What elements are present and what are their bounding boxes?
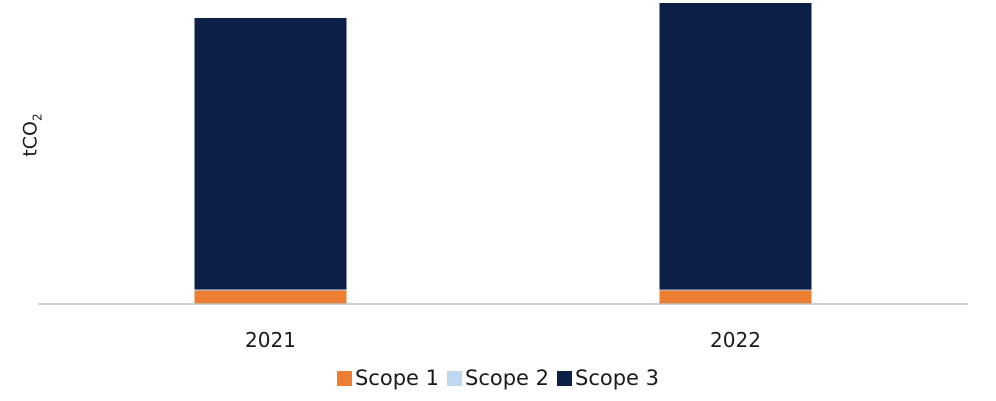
legend-item-scope-1: Scope 1: [336, 366, 439, 390]
bars-layer: [194, 3, 812, 304]
legend-swatch-scope-2: [446, 370, 462, 386]
legend-item-scope-3: Scope 3: [557, 366, 659, 390]
bar-scope-3-2022: [659, 3, 812, 290]
legend: Scope 1 Scope 2 Scope 3: [0, 366, 996, 390]
bar-scope-1-2021: [194, 290, 347, 304]
bar-scope-3-2021: [194, 18, 347, 290]
legend-item-scope-2: Scope 2: [446, 366, 549, 390]
legend-swatch-scope-1: [336, 370, 352, 386]
legend-label-scope-3: Scope 3: [575, 366, 660, 390]
bar-scope-1-2022: [659, 290, 812, 304]
x-tick-label-2022: 2022: [710, 328, 761, 352]
legend-label-scope-1: Scope 1: [354, 366, 439, 390]
y-axis-title-main: tCO: [19, 120, 42, 157]
bar-scope-2-2021: [194, 289, 347, 291]
x-tick-labels: 2021 2022: [245, 328, 761, 352]
legend-swatch-scope-3: [557, 370, 572, 386]
x-tick-label-2021: 2021: [245, 328, 296, 352]
legend-label-scope-2: Scope 2: [464, 366, 549, 390]
y-axis-title: tCO2: [10, 100, 54, 170]
bar-scope-2-2022: [659, 289, 812, 291]
y-axis-title-subscript: 2: [30, 113, 45, 121]
